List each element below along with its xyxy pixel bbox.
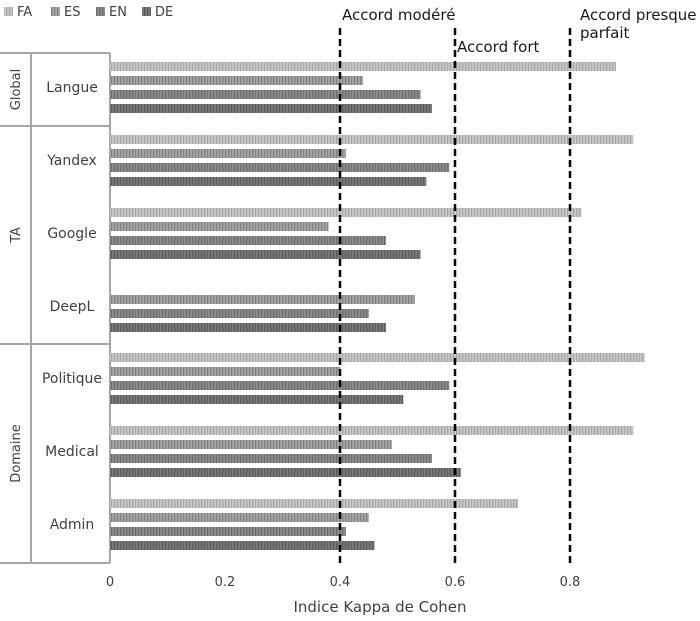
x-tick-label: 0.6: [445, 575, 466, 590]
group-label-global: Global: [9, 69, 24, 110]
bar-admin-en: [110, 527, 346, 536]
legend-swatch-de: [142, 7, 151, 16]
legend-label-en: EN: [109, 5, 127, 20]
legend-swatch-en: [96, 7, 105, 16]
reference-line-label-1: Accord fort: [457, 38, 539, 56]
bar-medical-en: [110, 454, 432, 463]
bar-yandex-es: [110, 149, 346, 158]
category-label-langue: Langue: [46, 80, 98, 96]
category-label-deepl: DeepL: [50, 299, 95, 315]
legend-label-de: DE: [155, 5, 173, 20]
bar-google-fa: [110, 208, 582, 217]
bar-politique-en: [110, 381, 450, 390]
bar-politique-de: [110, 395, 404, 404]
x-axis-title: Indice Kappa de Cohen: [293, 598, 466, 616]
bar-yandex-de: [110, 177, 427, 186]
bar-deepl-es: [110, 295, 415, 304]
category-label-medical: Medical: [45, 444, 99, 460]
bar-google-en: [110, 236, 386, 245]
legend: FA ES EN DE: [4, 5, 173, 20]
x-tick-label: 0.8: [560, 575, 581, 590]
bar-medical-de: [110, 468, 461, 477]
x-tick-label: 0: [106, 575, 114, 590]
bar-admin-es: [110, 513, 369, 522]
bar-google-es: [110, 222, 329, 231]
bar-deepl-en: [110, 309, 369, 318]
category-label-google: Google: [47, 226, 96, 242]
category-label-admin: Admin: [50, 517, 95, 533]
legend-label-fa: FA: [17, 5, 32, 20]
category-label-yandex: Yandex: [46, 153, 97, 169]
reference-line-label-0: Accord modéré: [342, 6, 455, 24]
bar-politique-fa: [110, 353, 645, 362]
bar-langue-en: [110, 90, 421, 99]
bar-medical-fa: [110, 426, 634, 435]
bar-admin-fa: [110, 499, 519, 508]
bar-yandex-fa: [110, 135, 634, 144]
x-tick-label: 0.2: [215, 575, 236, 590]
x-tick-label: 0.4: [330, 575, 351, 590]
bar-langue-de: [110, 104, 432, 113]
legend-label-es: ES: [64, 5, 80, 20]
x-axis: 0 0.2 0.4 0.6 0.8: [106, 575, 580, 590]
group-label-domaine: Domaine: [9, 424, 24, 482]
category-axis: Global Langue TA Yandex Google DeepL Domaine Po…: [0, 52, 111, 564]
group-label-ta: TA: [9, 227, 24, 244]
bars: [110, 62, 645, 550]
legend-swatch-es: [51, 7, 60, 16]
bar-politique-es: [110, 367, 340, 376]
bar-yandex-en: [110, 163, 450, 172]
bar-admin-de: [110, 541, 375, 550]
bar-medical-es: [110, 440, 392, 449]
bar-langue-es: [110, 76, 363, 85]
bar-langue-fa: [110, 62, 616, 71]
bar-google-de: [110, 250, 421, 259]
reference-line-label-2: Accord presque parfait: [580, 6, 697, 42]
bar-deepl-de: [110, 323, 386, 332]
category-label-politique: Politique: [42, 371, 102, 387]
legend-swatch-fa: [4, 7, 13, 16]
